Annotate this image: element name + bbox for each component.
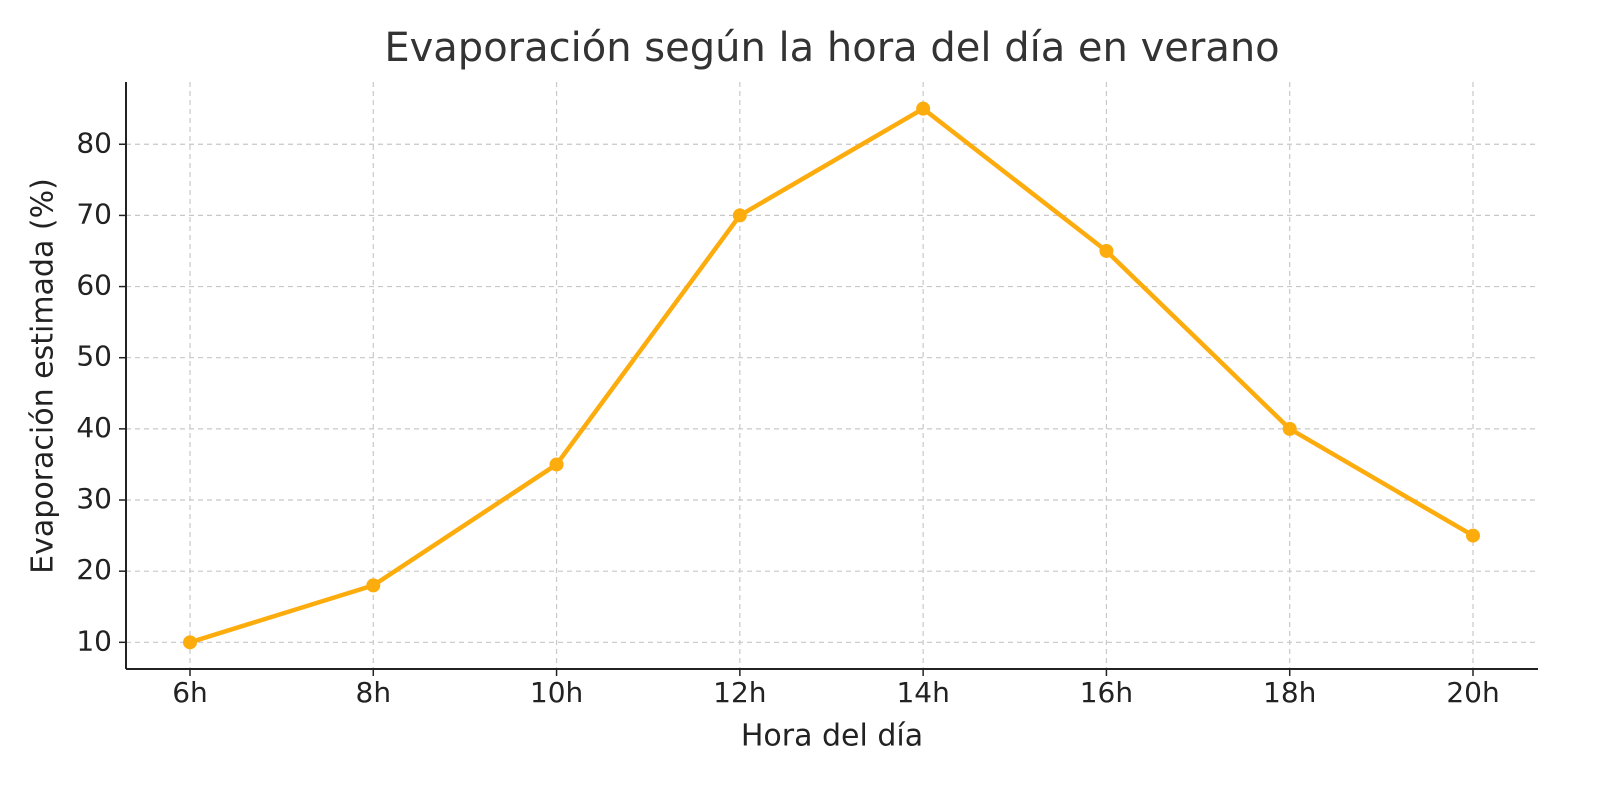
y-tick-label: 10 — [76, 624, 112, 657]
x-tick-label: 6h — [172, 676, 208, 709]
y-tick-label: 60 — [76, 269, 112, 302]
y-tick-label: 50 — [76, 340, 112, 373]
line — [189, 106, 1475, 645]
point — [1282, 421, 1297, 436]
chart-title: Evaporación según la hora del día en ver… — [384, 25, 1279, 71]
point — [732, 208, 747, 223]
y-tick-label: 40 — [76, 411, 112, 444]
y-tick-label: 80 — [76, 126, 112, 159]
x-axis-label: Hora del día — [741, 719, 923, 754]
y-tick-label: 70 — [76, 197, 112, 230]
point — [1466, 528, 1480, 543]
x-tick-label: 20h — [1446, 676, 1499, 709]
y-tick-label: 30 — [76, 482, 112, 515]
x-tick-label: 12h — [713, 676, 766, 709]
point — [366, 578, 381, 593]
x-tick-label: 14h — [896, 676, 949, 709]
y-tick-label: 20 — [76, 553, 112, 586]
y-axis-label: Evaporación estimada (%) — [26, 178, 61, 574]
x-tick-label: 18h — [1263, 676, 1316, 709]
point — [183, 635, 197, 650]
x-tick-label: 8h — [356, 676, 392, 709]
x-tick-label: 16h — [1080, 676, 1133, 709]
x-tick-label: 10h — [530, 676, 583, 709]
point — [916, 101, 931, 116]
point — [549, 457, 564, 472]
point — [1099, 243, 1114, 258]
